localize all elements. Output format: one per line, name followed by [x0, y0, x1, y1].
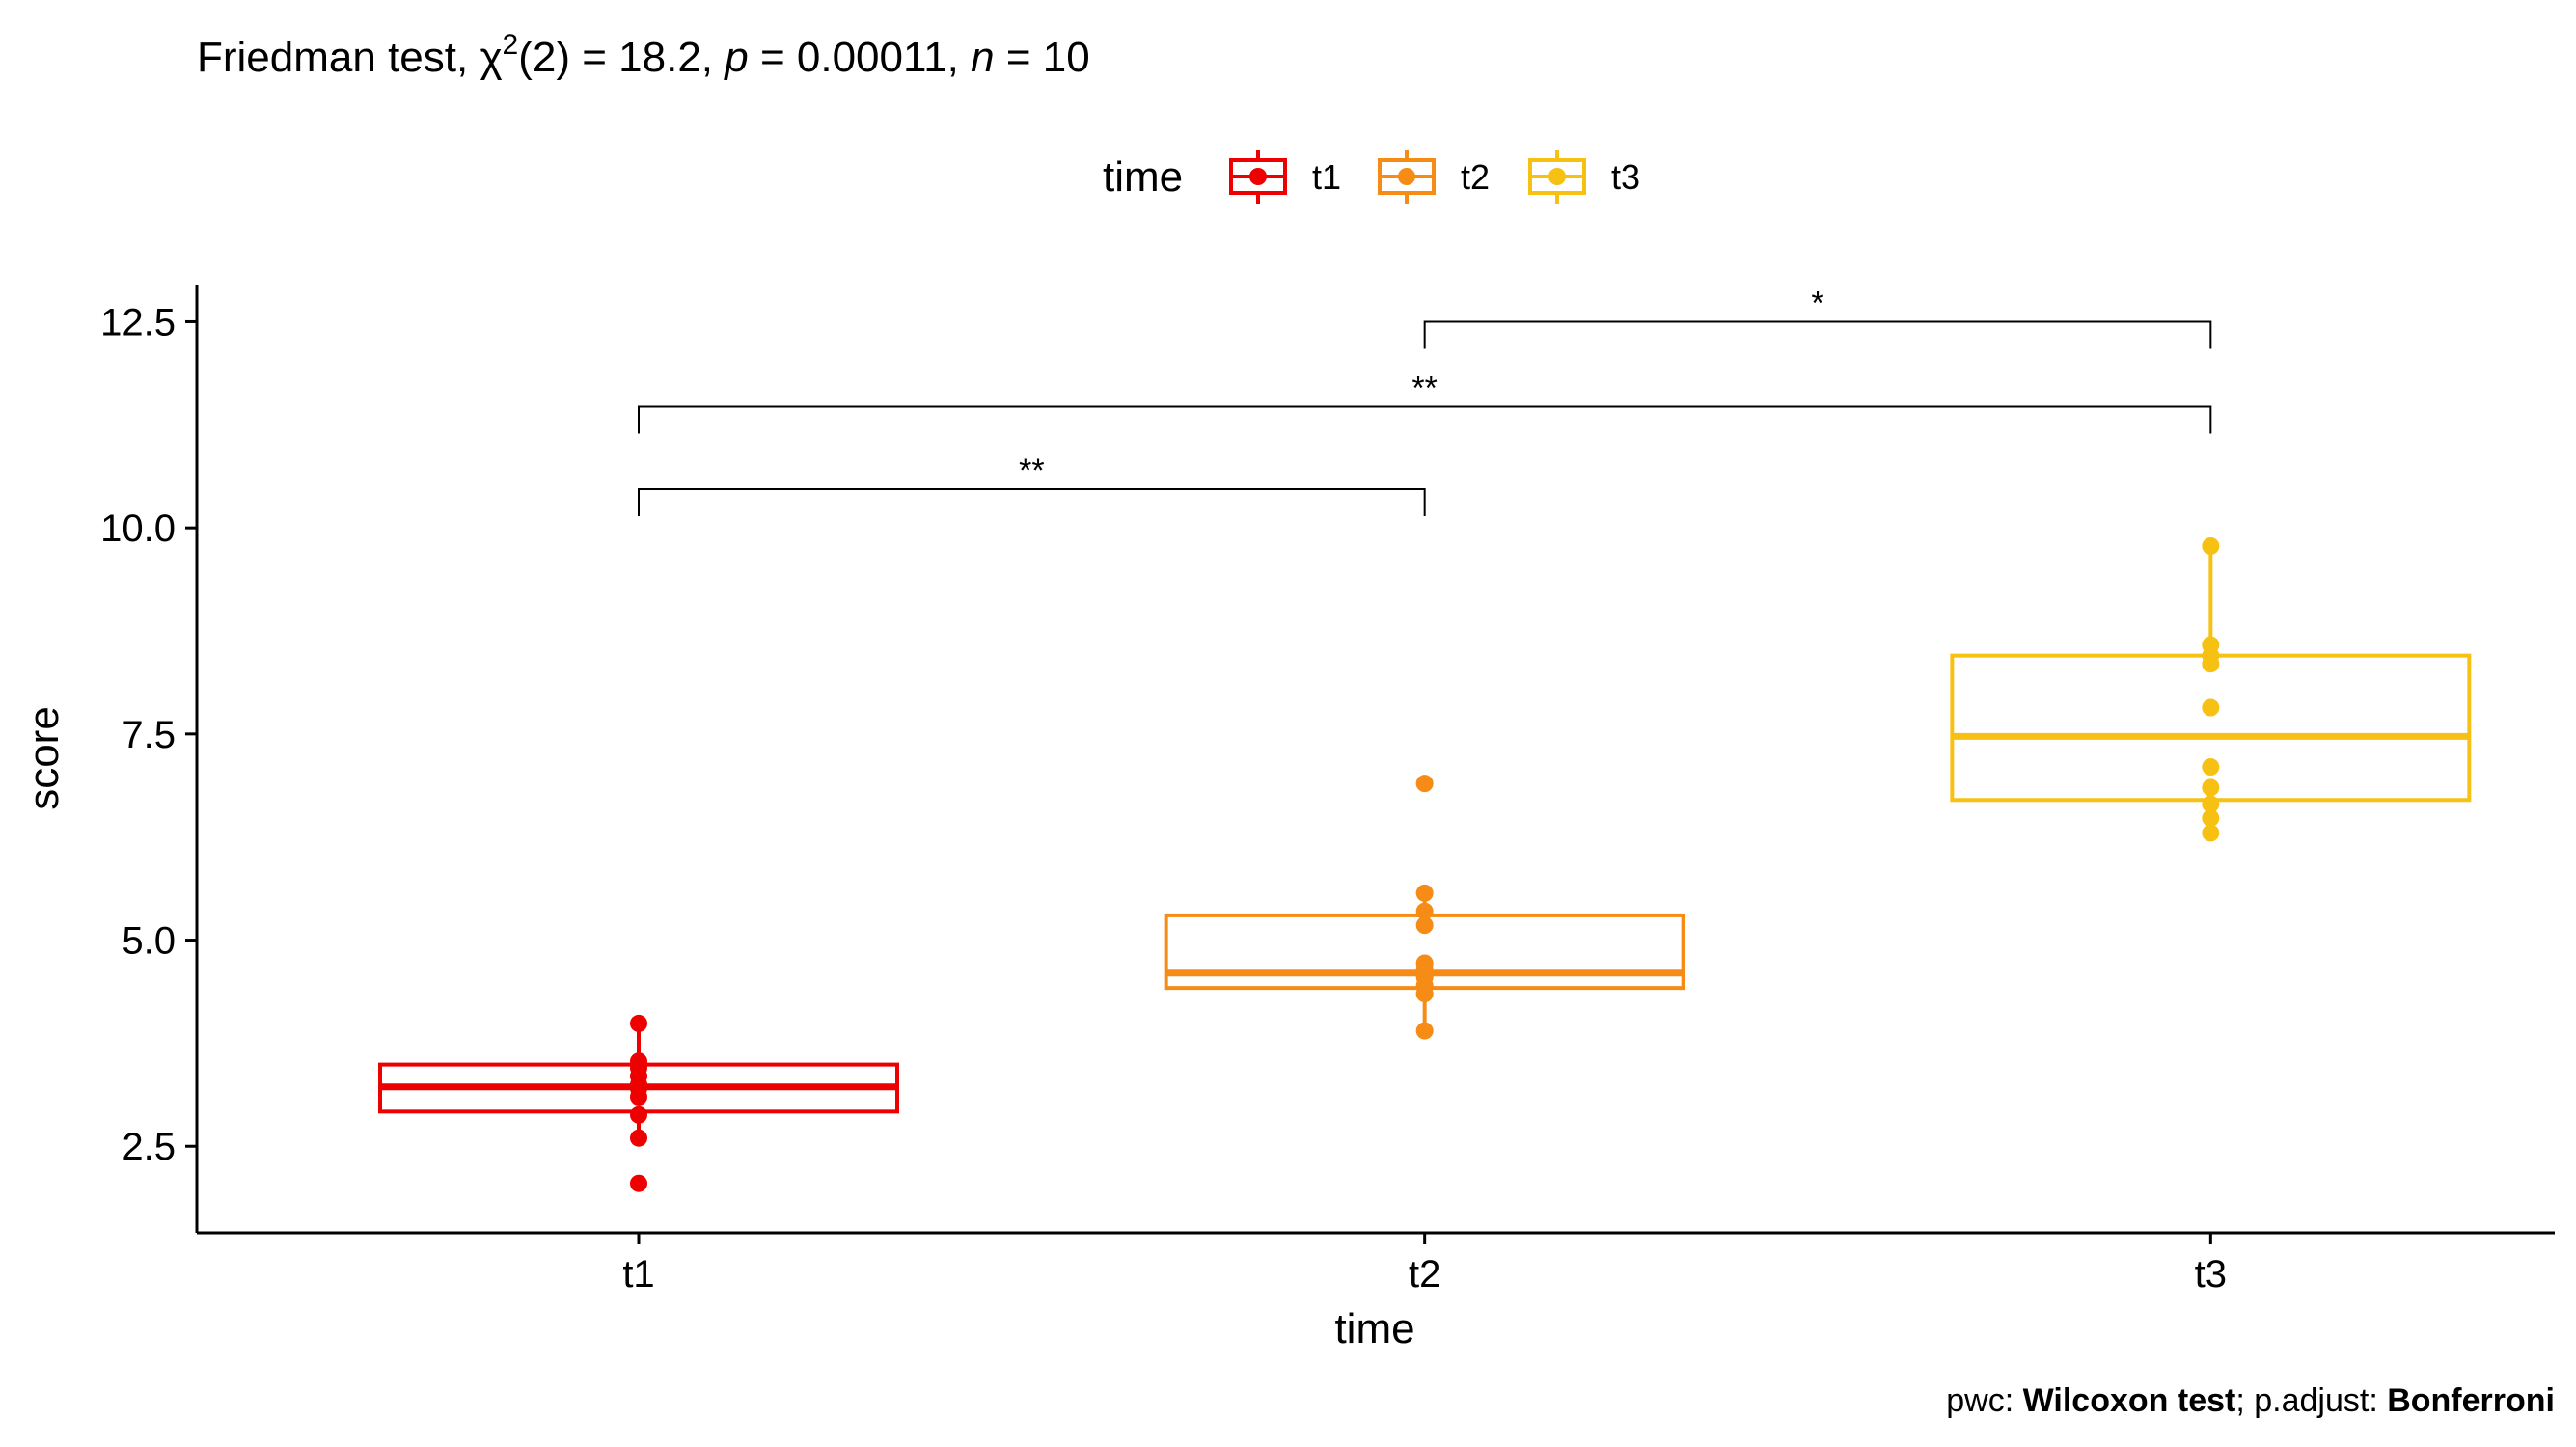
legend: time t1 t2 t3 [1103, 150, 1640, 204]
data-point [2202, 636, 2220, 654]
data-point [2202, 536, 2220, 555]
legend-title: time [1103, 153, 1183, 201]
box [1950, 653, 2472, 803]
data-point [2202, 809, 2220, 828]
box-group-t1 [378, 1014, 899, 1192]
title-stat: (2) = 18.2, [518, 34, 725, 81]
title-p-value: = 0.00011, [749, 34, 971, 81]
legend-item-t1: t1 [1229, 150, 1341, 204]
data-point [630, 1129, 647, 1147]
data-point [630, 1174, 647, 1192]
legend-item-label: t1 [1312, 157, 1341, 197]
data-point [1415, 884, 1434, 902]
y-tick-label: 10.0 [100, 507, 176, 550]
bracket-line [638, 405, 2212, 434]
y-tick-label: 5.0 [122, 920, 176, 963]
caption-sep: ; p.adjust: [2235, 1382, 2387, 1419]
bracket-line [638, 487, 1426, 516]
x-tick-label: t2 [1409, 1253, 1440, 1296]
caption-adjust-value: Bonferroni [2387, 1382, 2555, 1419]
x-tick-label: t1 [622, 1253, 654, 1296]
legend-item-label: t2 [1461, 157, 1490, 197]
title-prefix: Friedman test, [197, 34, 480, 81]
y-tick-label: 12.5 [100, 301, 176, 343]
significance-label: ** [1411, 370, 1437, 407]
data-point [1415, 916, 1434, 935]
title-chi-sup: 2 [503, 29, 519, 61]
data-point [2202, 758, 2220, 777]
significance-bracket: ** [638, 370, 2212, 434]
significance-label: ** [1019, 452, 1044, 489]
data-point [1415, 775, 1434, 793]
caption-pwc-value: Wilcoxon test [2023, 1382, 2236, 1419]
legend-item-label: t3 [1611, 157, 1640, 197]
data-point [1415, 954, 1434, 972]
data-point [2202, 698, 2220, 717]
chart-title: Friedman test, χ2(2) = 18.2, p = 0.00011… [197, 29, 1090, 81]
box-group-t2 [1164, 775, 1685, 1040]
x-tick-label: t3 [2195, 1253, 2227, 1296]
title-p-label: p [723, 34, 748, 81]
bracket-line [1423, 320, 2212, 349]
y-tick-label: 2.5 [122, 1126, 176, 1168]
legend-key-point [1548, 168, 1566, 185]
data-point [2202, 795, 2220, 813]
data-point [2202, 824, 2220, 842]
y-axis-label: score [20, 706, 68, 810]
caption: pwc: Wilcoxon test; p.adjust: Bonferroni [1946, 1382, 2555, 1419]
legend-key-point [1249, 168, 1267, 185]
significance-label: * [1811, 285, 1823, 321]
data-point [630, 1014, 647, 1032]
data-point [630, 1106, 647, 1124]
legend-item-t3: t3 [1528, 150, 1640, 204]
title-n-label: n [971, 34, 994, 81]
legend-item-t2: t2 [1378, 150, 1490, 204]
significance-bracket: ** [638, 452, 1426, 516]
data-point [1415, 1022, 1434, 1040]
data-point [2202, 778, 2220, 797]
x-axis-label: time [1334, 1305, 1414, 1352]
data-point [630, 1052, 647, 1071]
title-n-value: = 10 [995, 34, 1090, 81]
data-point [1415, 902, 1434, 920]
title-chi: χ [480, 34, 502, 81]
y-tick-label: 7.5 [122, 714, 176, 756]
caption-pwc-label: pwc: [1946, 1382, 2022, 1419]
box-group-t3 [1950, 536, 2472, 842]
legend-key-point [1398, 168, 1415, 185]
significance-bracket: * [1423, 285, 2212, 349]
